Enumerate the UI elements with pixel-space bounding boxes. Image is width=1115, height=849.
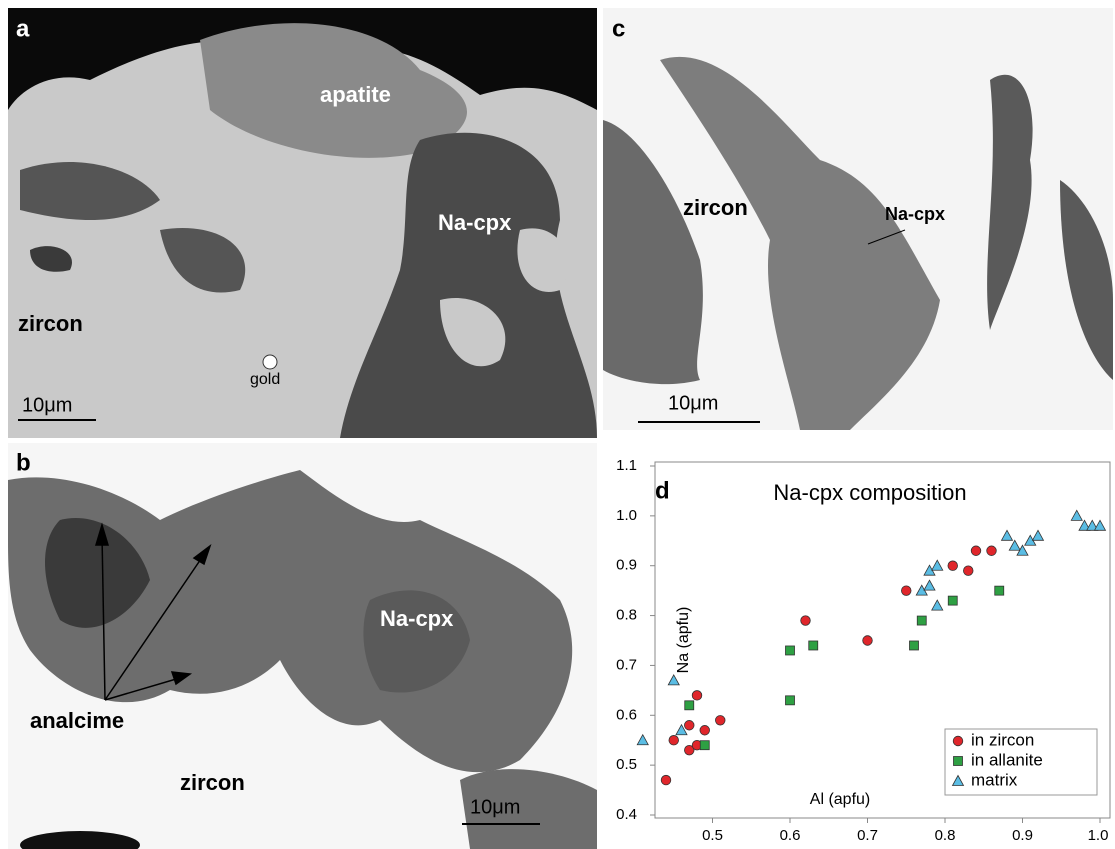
mineral-label: zircon <box>180 770 245 795</box>
legend-label: in allanite <box>971 750 1043 769</box>
data-point <box>963 566 973 576</box>
data-point <box>995 586 1004 595</box>
y-tick-label: 0.8 <box>616 607 637 624</box>
data-point <box>948 596 957 605</box>
mineral-label: analcime <box>30 708 124 733</box>
y-tick-label: 0.9 <box>616 557 637 574</box>
panel-letter: b <box>16 449 31 476</box>
data-point <box>669 735 679 745</box>
mineral-label: Na-cpx <box>438 210 512 235</box>
x-tick-label: 1.0 <box>1088 827 1109 844</box>
mineral-label: gold <box>250 371 280 388</box>
legend-label: in zircon <box>971 730 1034 749</box>
x-tick-label: 0.7 <box>857 827 878 844</box>
panel-b: b Na-cpx analcime zircon 10μm <box>8 443 597 849</box>
gold-grain <box>263 355 277 369</box>
y-tick-label: 0.5 <box>616 756 637 773</box>
data-point <box>684 720 694 730</box>
mineral-label: Na-cpx <box>885 204 945 224</box>
data-point <box>692 691 702 701</box>
data-point <box>786 646 795 655</box>
scale-label: 10μm <box>22 394 72 416</box>
x-tick-label: 0.6 <box>780 827 801 844</box>
x-tick-label: 0.8 <box>935 827 956 844</box>
data-point <box>987 546 997 556</box>
data-point <box>809 641 818 650</box>
data-point <box>917 616 926 625</box>
data-point <box>715 715 725 725</box>
y-axis-label: Na (apfu) <box>675 607 692 674</box>
scale-label: 10μm <box>470 796 520 818</box>
legend-label: matrix <box>971 770 1018 789</box>
data-point <box>700 741 709 750</box>
mineral-label: apatite <box>320 82 391 107</box>
legend-marker <box>954 757 963 766</box>
data-point <box>700 725 710 735</box>
mineral-label: zircon <box>18 311 83 336</box>
y-tick-label: 0.6 <box>616 706 637 723</box>
data-point <box>910 641 919 650</box>
panel-c: c zircon Na-cpx 10μm <box>603 8 1113 430</box>
y-tick-label: 0.4 <box>616 806 637 823</box>
mineral-label: zircon <box>683 195 748 220</box>
data-point <box>863 636 873 646</box>
data-point <box>801 616 811 626</box>
legend-marker <box>953 736 963 746</box>
y-tick-label: 1.0 <box>616 507 637 524</box>
scale-label: 10μm <box>668 392 718 414</box>
panel-letter: c <box>612 15 625 42</box>
x-tick-label: 0.9 <box>1012 827 1033 844</box>
mineral-label: Na-cpx <box>380 606 454 631</box>
data-point <box>971 546 981 556</box>
data-point <box>685 701 694 710</box>
data-point <box>786 696 795 705</box>
y-tick-label: 0.7 <box>616 656 637 673</box>
data-point <box>661 775 671 785</box>
x-tick-label: 0.5 <box>702 827 723 844</box>
data-point <box>948 561 958 571</box>
panel-letter: a <box>16 15 30 42</box>
panel-a: a apatite Na-cpx zircon gold 10μm <box>8 8 597 438</box>
panel-d: d Na-cpx composition Na (apfu) Al (apfu)… <box>603 440 1115 849</box>
x-axis-label: Al (apfu) <box>810 791 870 808</box>
chart-title: Na-cpx composition <box>773 480 966 505</box>
data-point <box>901 586 911 596</box>
y-tick-label: 1.1 <box>616 457 637 474</box>
figure: a apatite Na-cpx zircon gold 10μm c zirc… <box>0 0 1115 849</box>
panel-letter: d <box>655 477 670 504</box>
